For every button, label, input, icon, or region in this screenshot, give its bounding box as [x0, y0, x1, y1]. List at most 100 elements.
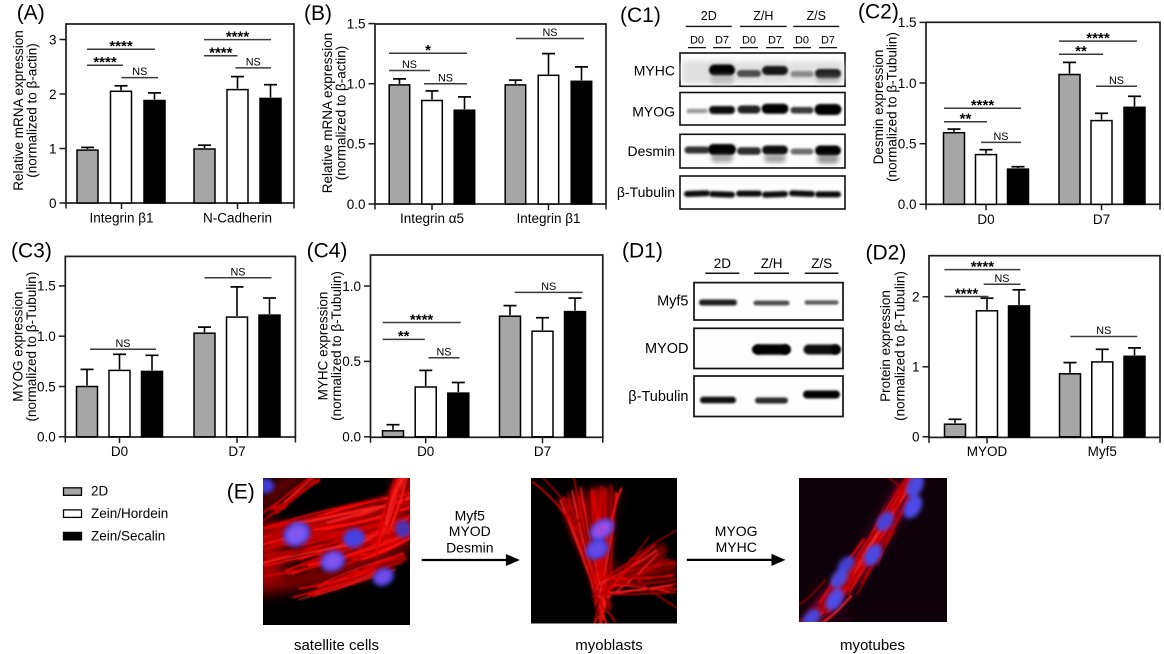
svg-text:myotubes: myotubes — [840, 637, 905, 654]
svg-text:D7: D7 — [768, 35, 782, 47]
svg-text:0.5: 0.5 — [342, 354, 361, 369]
svg-text:Desmin: Desmin — [446, 540, 493, 556]
svg-text:0.0: 0.0 — [37, 430, 56, 445]
svg-text:NS: NS — [246, 57, 261, 69]
svg-text:(normalized to β-Tubulin): (normalized to β-Tubulin) — [329, 271, 344, 421]
svg-text:D7: D7 — [1093, 212, 1110, 227]
svg-text:3: 3 — [49, 32, 57, 47]
svg-text:(normalized to β-actin): (normalized to β-actin) — [334, 46, 349, 181]
svg-text:**: ** — [960, 111, 972, 128]
svg-text:β-Tubulin: β-Tubulin — [628, 389, 688, 405]
svg-text:NS: NS — [995, 273, 1010, 285]
svg-text:1.0: 1.0 — [37, 329, 56, 344]
svg-text:Z/H: Z/H — [761, 256, 783, 271]
svg-text:(C3): (C3) — [11, 240, 52, 263]
svg-text:**: ** — [1075, 43, 1087, 60]
svg-text:β-Tubulin: β-Tubulin — [617, 184, 675, 200]
svg-text:****: **** — [109, 38, 133, 55]
svg-text:NS: NS — [541, 281, 556, 293]
svg-text:(B): (B) — [304, 2, 332, 25]
svg-text:**: ** — [398, 328, 410, 345]
svg-text:(A): (A) — [17, 2, 45, 25]
svg-text:****: **** — [971, 97, 995, 114]
svg-text:Integrin β1: Integrin β1 — [89, 211, 153, 226]
svg-text:D7: D7 — [821, 35, 835, 47]
svg-text:Myf5: Myf5 — [1088, 444, 1117, 459]
svg-text:2D: 2D — [91, 484, 109, 499]
svg-text:Myf5: Myf5 — [455, 507, 486, 523]
svg-text:0.0: 0.0 — [347, 197, 366, 212]
svg-text:(D2): (D2) — [866, 241, 907, 264]
svg-text:1.5: 1.5 — [347, 16, 366, 31]
svg-text:MYOG: MYOG — [632, 103, 675, 119]
svg-text:1.0: 1.0 — [347, 77, 366, 92]
svg-text:MYOG expression: MYOG expression — [10, 291, 25, 401]
svg-text:NS: NS — [116, 338, 131, 350]
svg-text:MYHC: MYHC — [716, 539, 757, 555]
svg-text:Desmin: Desmin — [628, 143, 675, 159]
svg-text:MYHC expression: MYHC expression — [316, 292, 331, 401]
svg-text:****: **** — [955, 285, 979, 302]
svg-text:MYOD: MYOD — [967, 444, 1008, 459]
svg-text:D7: D7 — [534, 444, 551, 459]
svg-text:0.5: 0.5 — [347, 137, 366, 152]
svg-text:NS: NS — [402, 59, 417, 71]
svg-text:2D: 2D — [714, 256, 732, 271]
svg-text:(D1): (D1) — [622, 240, 663, 263]
svg-text:0.0: 0.0 — [342, 430, 361, 445]
svg-text:NS: NS — [437, 346, 452, 358]
svg-text:NS: NS — [994, 131, 1009, 143]
svg-text:****: **** — [93, 54, 117, 71]
svg-text:(C4): (C4) — [307, 240, 348, 263]
svg-text:D0: D0 — [795, 35, 809, 47]
svg-text:Zein/Hordein: Zein/Hordein — [91, 506, 168, 521]
svg-text:D0: D0 — [690, 35, 704, 47]
svg-text:Z/S: Z/S — [811, 256, 832, 271]
svg-text:Zein/Secalin: Zein/Secalin — [91, 528, 165, 543]
svg-text:D0: D0 — [111, 444, 128, 459]
svg-text:1.5: 1.5 — [898, 15, 917, 30]
svg-text:****: **** — [1086, 30, 1110, 47]
svg-text:****: **** — [209, 45, 233, 62]
svg-text:NS: NS — [1096, 325, 1111, 337]
svg-text:1: 1 — [49, 141, 57, 156]
svg-text:0.5: 0.5 — [898, 137, 917, 152]
svg-text:NS: NS — [1109, 75, 1124, 87]
svg-text:D7: D7 — [715, 35, 729, 47]
svg-text:(normalized to β-Tubulin): (normalized to β-Tubulin) — [24, 272, 39, 422]
svg-text:Z/H: Z/H — [753, 9, 773, 23]
svg-text:****: **** — [410, 311, 434, 328]
svg-text:(E): (E) — [227, 481, 255, 504]
svg-text:D7: D7 — [228, 444, 245, 459]
svg-text:****: **** — [971, 258, 995, 275]
svg-text:0: 0 — [912, 430, 920, 445]
svg-text:Protein expression: Protein expression — [878, 290, 893, 402]
svg-text:(normalized to β-actin): (normalized to β-actin) — [25, 43, 40, 178]
svg-text:D0: D0 — [977, 212, 994, 227]
svg-text:MYHC: MYHC — [634, 63, 675, 79]
svg-text:NS: NS — [231, 266, 246, 278]
svg-text:Relative mRNA expression: Relative mRNA expression — [11, 30, 26, 191]
svg-text:0.5: 0.5 — [37, 379, 56, 394]
svg-text:Desmin expression: Desmin expression — [871, 50, 886, 165]
svg-text:(normalized to β-Tubulin): (normalized to β-Tubulin) — [893, 271, 908, 421]
svg-text:D0: D0 — [742, 35, 756, 47]
svg-text:1.0: 1.0 — [898, 76, 917, 91]
svg-text:D0: D0 — [417, 444, 434, 459]
svg-text:N-Cadherin: N-Cadherin — [203, 211, 272, 226]
svg-text:MYOG: MYOG — [715, 523, 758, 539]
svg-text:1: 1 — [912, 360, 920, 375]
svg-text:1.5: 1.5 — [37, 279, 56, 294]
svg-text:1.0: 1.0 — [342, 279, 361, 294]
svg-text:2: 2 — [912, 290, 920, 305]
svg-text:0: 0 — [49, 196, 57, 211]
svg-text:2D: 2D — [701, 9, 717, 23]
svg-text:NS: NS — [543, 27, 558, 39]
svg-text:*: * — [425, 42, 431, 59]
svg-text:0.0: 0.0 — [898, 197, 917, 212]
svg-text:myoblasts: myoblasts — [575, 637, 643, 654]
svg-text:Relative mRNA expression: Relative mRNA expression — [320, 33, 335, 194]
svg-text:NS: NS — [132, 66, 147, 78]
svg-text:(C2): (C2) — [858, 1, 899, 24]
svg-text:Myf5: Myf5 — [657, 294, 688, 310]
